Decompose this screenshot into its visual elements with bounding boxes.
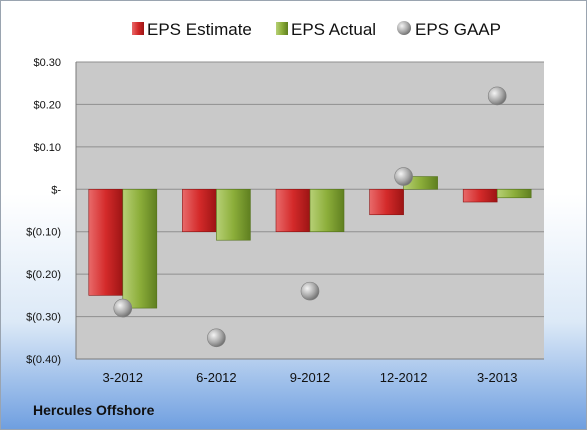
estimate-bar	[462, 188, 498, 203]
gaap-point	[113, 298, 133, 318]
legend-label-estimate: EPS Estimate	[147, 20, 252, 39]
x-axis-ticks: 3-2012 6-2012 9-2012 12-2012 3-2013	[103, 370, 518, 385]
y-tick-label: $-	[51, 184, 61, 196]
y-tick-label: $(0.40)	[26, 354, 61, 366]
legend-label-gaap: EPS GAAP	[415, 20, 501, 39]
x-tick-label: 9-2012	[290, 370, 330, 385]
x-tick-label: 6-2012	[196, 370, 236, 385]
y-tick-label: $0.20	[33, 99, 61, 111]
legend-item-estimate: EPS Estimate	[132, 20, 252, 39]
legend-item-gaap: EPS GAAP	[397, 20, 501, 39]
legend-swatch-actual	[276, 22, 288, 35]
legend-marker-gaap	[397, 21, 411, 35]
y-tick-label: $0.30	[33, 57, 61, 69]
estimate-bar	[275, 188, 311, 233]
gaap-point	[207, 328, 226, 348]
actual-bar	[216, 188, 251, 241]
company-label: Hercules Offshore	[33, 402, 155, 418]
gaap-points	[113, 86, 507, 348]
x-tick-label: 12-2012	[380, 370, 428, 385]
legend-item-actual: EPS Actual	[276, 20, 376, 39]
bars	[88, 176, 532, 309]
y-tick-label: $(0.10)	[26, 227, 61, 239]
gaap-point	[300, 281, 320, 301]
legend: EPS Estimate EPS Actual EPS GAAP	[132, 20, 501, 39]
estimate-bar	[182, 188, 217, 233]
x-tick-label: 3-2012	[103, 370, 143, 385]
gaap-point	[487, 86, 507, 106]
y-tick-label: $(0.20)	[26, 269, 61, 281]
estimate-bar	[88, 188, 124, 296]
actual-bar	[309, 188, 345, 233]
actual-bar	[496, 188, 532, 199]
y-axis-ticks: $0.30 $0.20 $0.10 $- $(0.10) $(0.20) $(0.30) $(…	[26, 57, 61, 366]
y-tick-label: $0.10	[33, 142, 61, 154]
y-tick-label: $(0.30)	[26, 312, 61, 324]
estimate-bar	[369, 188, 404, 216]
legend-swatch-estimate	[132, 22, 144, 35]
actual-bar	[122, 188, 158, 309]
x-tick-label: 3-2013	[477, 370, 517, 385]
gaap-point	[394, 167, 413, 186]
legend-label-actual: EPS Actual	[291, 20, 376, 39]
